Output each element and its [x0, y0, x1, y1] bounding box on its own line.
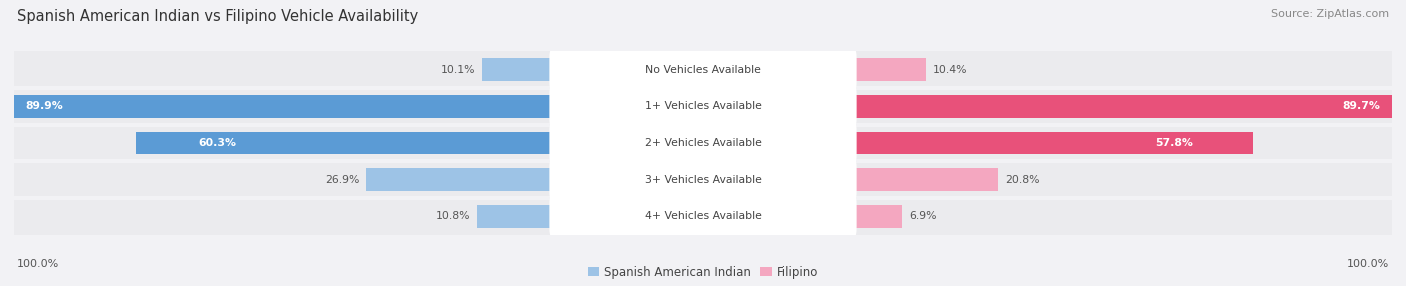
Text: No Vehicles Available: No Vehicles Available — [645, 65, 761, 75]
FancyBboxPatch shape — [550, 49, 856, 91]
Bar — [0, 95, 551, 118]
Text: 100.0%: 100.0% — [1347, 259, 1389, 269]
Bar — [855, 205, 903, 228]
Text: 10.1%: 10.1% — [440, 65, 475, 75]
Text: 4+ Vehicles Available: 4+ Vehicles Available — [644, 211, 762, 221]
Bar — [477, 205, 551, 228]
Text: 89.7%: 89.7% — [1341, 102, 1379, 111]
Text: 1+ Vehicles Available: 1+ Vehicles Available — [644, 102, 762, 111]
Bar — [366, 168, 551, 191]
FancyBboxPatch shape — [14, 181, 1392, 251]
Text: 57.8%: 57.8% — [1156, 138, 1194, 148]
Text: 20.8%: 20.8% — [1005, 175, 1039, 184]
Bar — [855, 58, 927, 81]
Text: Spanish American Indian vs Filipino Vehicle Availability: Spanish American Indian vs Filipino Vehi… — [17, 9, 418, 23]
Text: Source: ZipAtlas.com: Source: ZipAtlas.com — [1271, 9, 1389, 19]
Bar — [482, 58, 551, 81]
Bar — [136, 132, 551, 154]
Text: 100.0%: 100.0% — [17, 259, 59, 269]
Bar — [855, 168, 998, 191]
FancyBboxPatch shape — [550, 158, 856, 201]
Text: 3+ Vehicles Available: 3+ Vehicles Available — [644, 175, 762, 184]
Legend: Spanish American Indian, Filipino: Spanish American Indian, Filipino — [583, 261, 823, 283]
FancyBboxPatch shape — [14, 108, 1392, 178]
FancyBboxPatch shape — [550, 85, 856, 128]
FancyBboxPatch shape — [14, 144, 1392, 215]
Text: 2+ Vehicles Available: 2+ Vehicles Available — [644, 138, 762, 148]
Text: 6.9%: 6.9% — [910, 211, 936, 221]
FancyBboxPatch shape — [550, 195, 856, 237]
FancyBboxPatch shape — [14, 35, 1392, 105]
Text: 10.8%: 10.8% — [436, 211, 470, 221]
Text: 89.9%: 89.9% — [25, 102, 63, 111]
Bar — [855, 132, 1253, 154]
FancyBboxPatch shape — [550, 122, 856, 164]
FancyBboxPatch shape — [14, 71, 1392, 142]
Text: 10.4%: 10.4% — [934, 65, 967, 75]
Bar — [855, 95, 1406, 118]
Text: 60.3%: 60.3% — [198, 138, 236, 148]
Text: 26.9%: 26.9% — [325, 175, 359, 184]
